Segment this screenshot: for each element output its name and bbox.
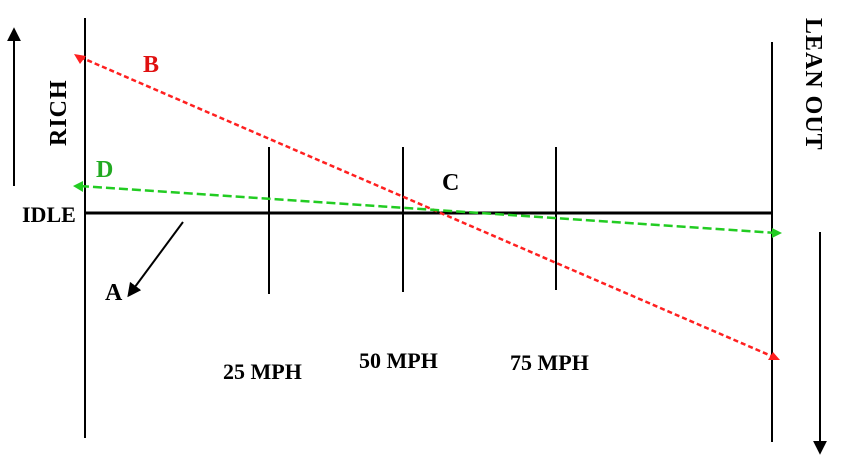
- line-b-end-arrowhead: [768, 352, 780, 360]
- speed-label-25: 25 MPH: [223, 359, 302, 384]
- line-b-start-arrowhead: [74, 54, 86, 64]
- line-d-start-arrowhead: [73, 181, 83, 192]
- lean-out-label: LEAN OUT: [800, 18, 826, 151]
- label-a: A: [105, 280, 123, 306]
- idle-label: IDLE: [22, 202, 76, 227]
- label-c: C: [442, 170, 459, 196]
- speed-label-50: 50 MPH: [359, 348, 438, 373]
- label-d: D: [96, 157, 113, 183]
- arrow-a: [127, 221, 184, 298]
- line-d-end-arrowhead: [772, 228, 782, 238]
- rich-label: RICH: [46, 79, 72, 146]
- line-d: [79, 184, 777, 235]
- line-b: [79, 55, 777, 360]
- speed-label-75: 75 MPH: [510, 350, 589, 375]
- label-b: B: [143, 52, 159, 78]
